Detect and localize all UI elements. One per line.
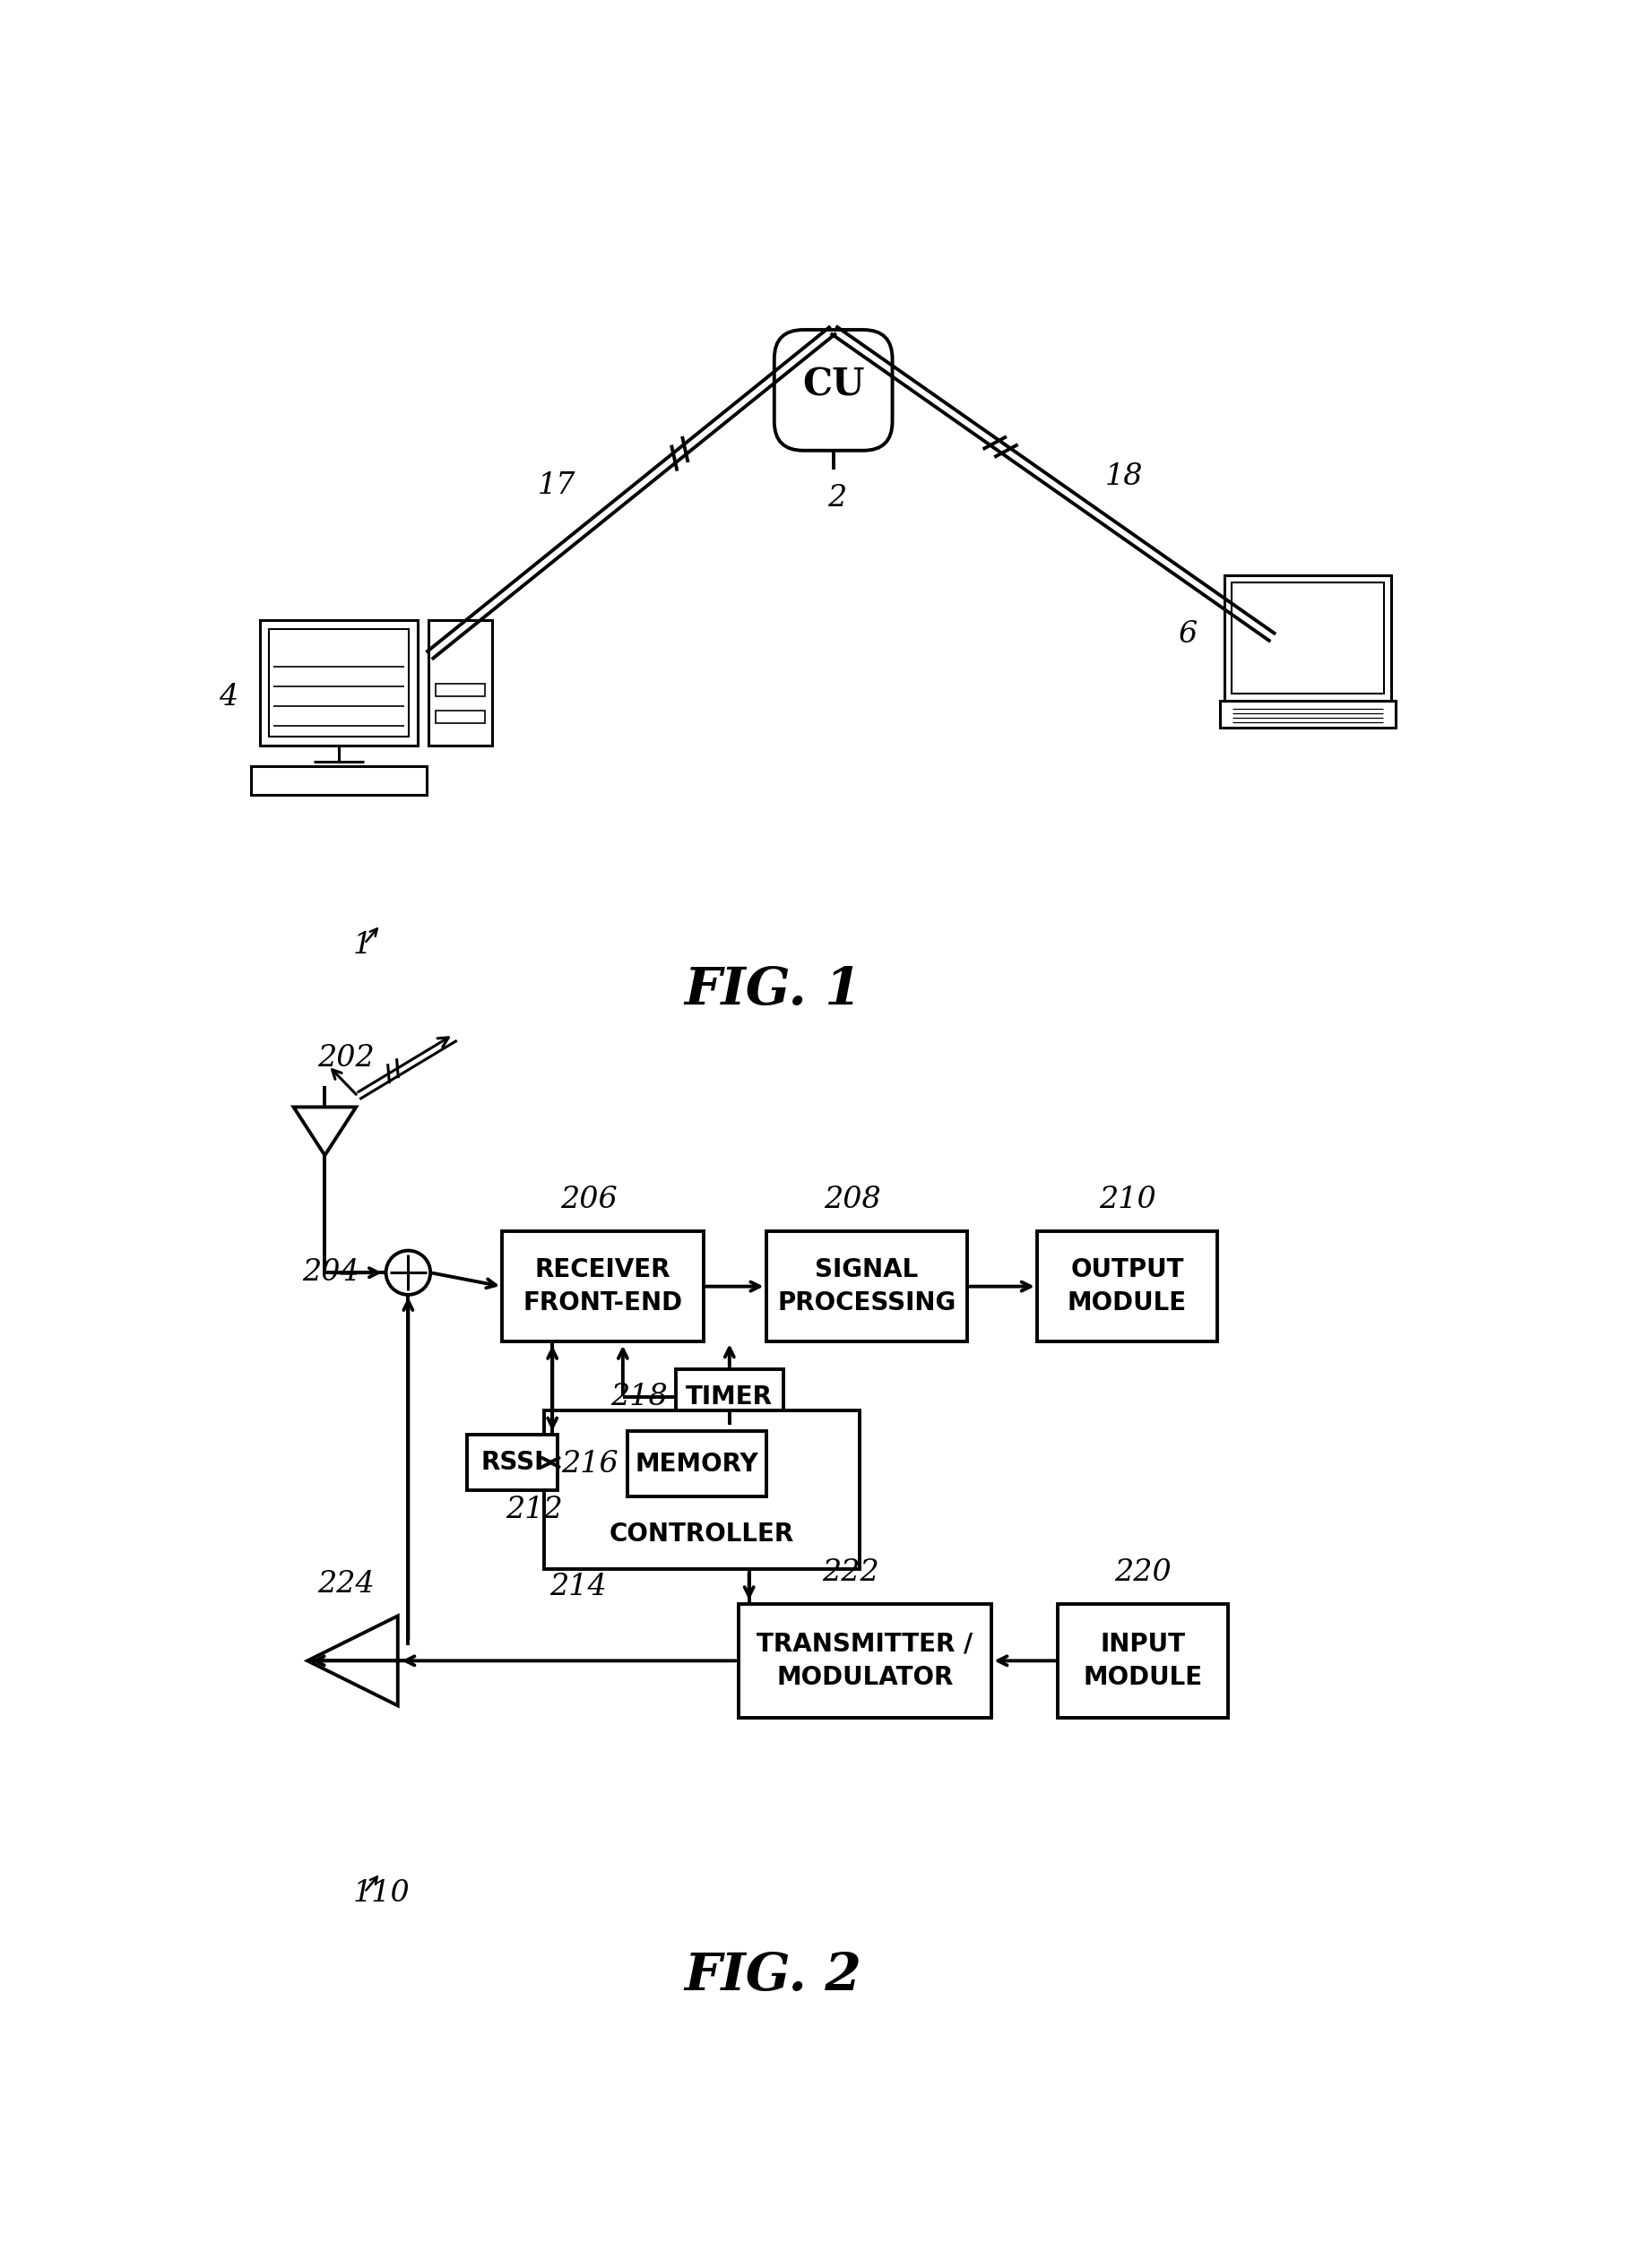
Text: 2: 2 — [828, 483, 846, 513]
Text: 18: 18 — [1106, 463, 1143, 492]
Text: 218: 218 — [610, 1383, 667, 1411]
Text: 204: 204 — [302, 1259, 359, 1286]
Bar — [250, 767, 426, 794]
Text: 224: 224 — [317, 1569, 376, 1599]
Bar — [436, 710, 485, 723]
Text: 216: 216 — [561, 1449, 618, 1479]
Bar — [1057, 1603, 1228, 1717]
Text: 4: 4 — [220, 683, 237, 712]
Text: 214: 214 — [550, 1572, 606, 1601]
Text: SIGNAL
PROCESSING: SIGNAL PROCESSING — [777, 1256, 956, 1315]
Bar — [543, 1411, 860, 1569]
Text: 206: 206 — [561, 1186, 618, 1213]
Bar — [467, 1436, 558, 1490]
Text: MEMORY: MEMORY — [634, 1452, 758, 1476]
Text: 222: 222 — [823, 1558, 880, 1588]
Bar — [1231, 583, 1384, 694]
Text: 208: 208 — [824, 1186, 881, 1213]
Bar — [628, 1431, 766, 1497]
Text: FIG. 1: FIG. 1 — [685, 966, 862, 1016]
Text: RSSI: RSSI — [481, 1449, 545, 1474]
Bar — [676, 1370, 784, 1424]
Text: OUTPUT
MODULE: OUTPUT MODULE — [1068, 1256, 1187, 1315]
Text: 17: 17 — [538, 472, 576, 501]
Bar — [738, 1603, 992, 1717]
Bar — [260, 619, 418, 746]
Text: INPUT
MODULE: INPUT MODULE — [1083, 1631, 1203, 1690]
Bar — [1037, 1232, 1218, 1343]
Bar — [429, 619, 491, 746]
Bar — [766, 1232, 967, 1343]
Text: 220: 220 — [1114, 1558, 1171, 1588]
Bar — [268, 628, 408, 737]
Text: 210: 210 — [1099, 1186, 1156, 1213]
Bar — [502, 1232, 704, 1343]
Text: 6: 6 — [1177, 619, 1197, 649]
Bar — [1224, 576, 1392, 701]
Text: FIG. 2: FIG. 2 — [685, 1950, 862, 2003]
Text: CONTROLLER: CONTROLLER — [610, 1522, 793, 1547]
Text: 1: 1 — [353, 932, 372, 959]
Text: TRANSMITTER /
MODULATOR: TRANSMITTER / MODULATOR — [756, 1631, 972, 1690]
Bar — [436, 683, 485, 696]
Text: 212: 212 — [506, 1495, 563, 1524]
Bar — [1220, 701, 1395, 728]
Text: 110: 110 — [353, 1880, 410, 1907]
Text: CU: CU — [802, 365, 865, 404]
Text: 202: 202 — [317, 1043, 376, 1073]
FancyBboxPatch shape — [774, 329, 893, 451]
Text: RECEIVER
FRONT-END: RECEIVER FRONT-END — [524, 1256, 683, 1315]
Text: TIMER: TIMER — [686, 1383, 772, 1408]
